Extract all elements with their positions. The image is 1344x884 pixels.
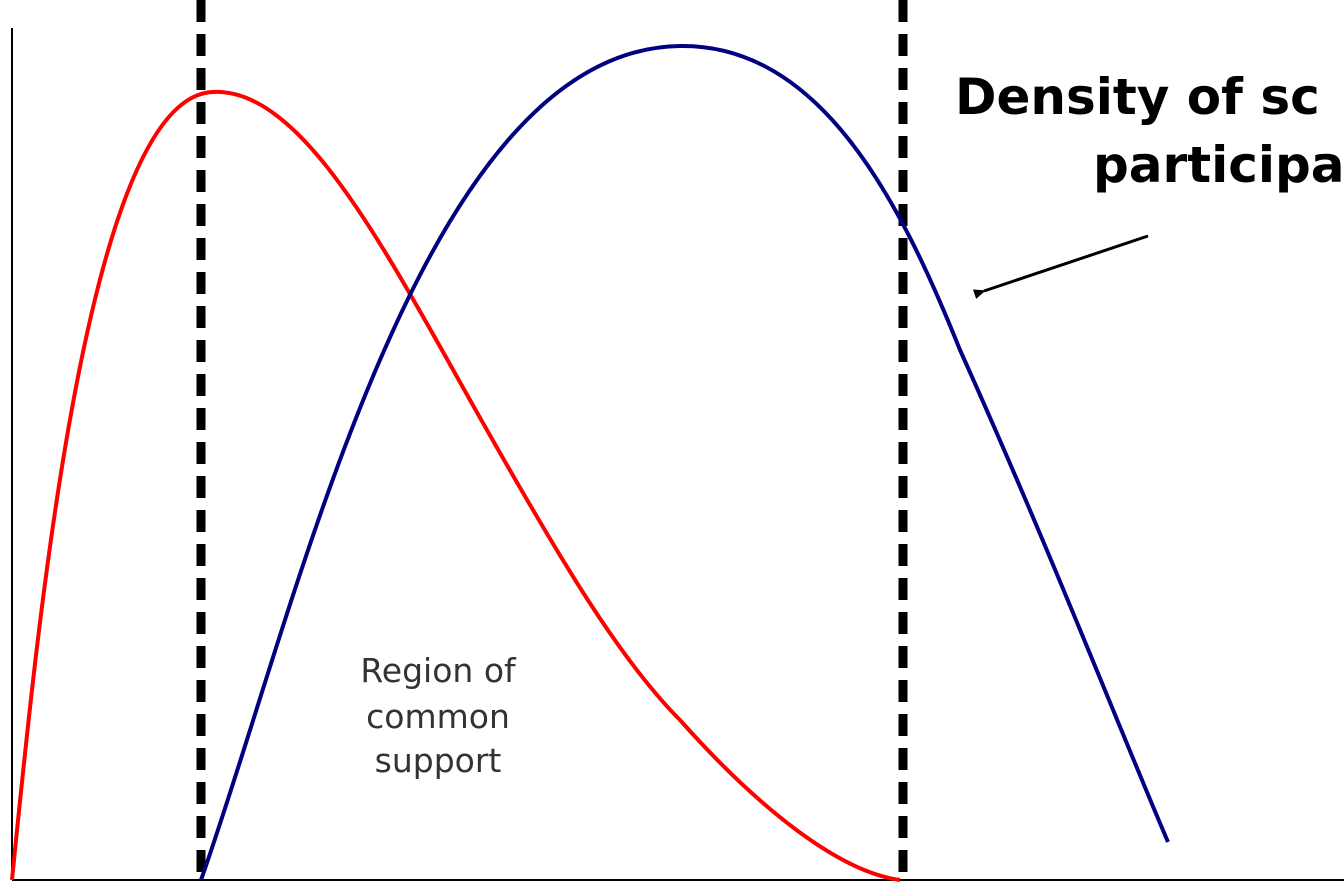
region-label: support bbox=[375, 741, 502, 780]
region-label: Region of bbox=[360, 651, 517, 690]
annotation-line: participa bbox=[1093, 136, 1344, 194]
arrow bbox=[972, 234, 1149, 299]
region-label: common bbox=[366, 697, 510, 736]
density-curve-blue bbox=[199, 43, 1170, 881]
annotation-line: Density of sc bbox=[955, 68, 1320, 126]
density-curve-red bbox=[10, 89, 901, 882]
